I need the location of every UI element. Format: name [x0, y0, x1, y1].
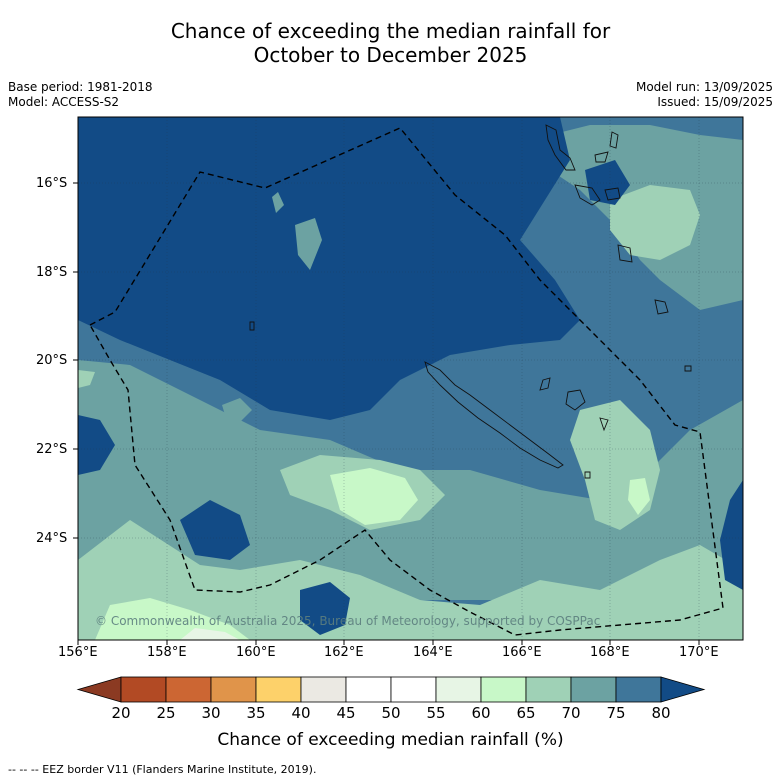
colorbar-label: 60 [471, 704, 491, 722]
model-run: Model run: 13/09/2025 [635, 80, 773, 94]
x-tick-label: 168°E [590, 645, 630, 660]
vanuatu-island-1 [545, 124, 576, 171]
map-frame [77, 116, 744, 641]
small-isle-2 [584, 471, 591, 479]
small-isle-1 [249, 321, 255, 331]
colorbar-segment [435, 676, 482, 703]
colorbar-segment [480, 676, 527, 703]
meta-left: Base period: 1981-2018 Model: ACCESS-S2 [8, 80, 153, 110]
eez-legend-note: -- -- -- EEZ border V11 (Flanders Marine… [8, 763, 317, 776]
region-65-70-northeast [610, 185, 700, 260]
vanuatu-island-4 [574, 184, 601, 206]
region-65-70-west [78, 370, 95, 388]
colorbar-segment [210, 676, 257, 703]
model-name: Model: ACCESS-S2 [8, 95, 120, 109]
colorbar-extend-low [76, 676, 122, 703]
colorbar-label: 65 [516, 704, 536, 722]
colorbar-label: 25 [156, 704, 176, 722]
x-tick-label: 158°E [147, 645, 187, 660]
tick-marks [73, 182, 700, 645]
colorbar-label: 75 [606, 704, 626, 722]
colorbar-label: 70 [561, 704, 581, 722]
vanuatu-island-6 [617, 244, 633, 263]
x-tick-label: 166°E [502, 645, 542, 660]
map-title: Chance of exceeding the median rainfall … [0, 19, 781, 67]
colorbar-title: Chance of exceeding median rainfall (%) [217, 730, 564, 750]
region-75-80-southwest [180, 500, 250, 560]
region-75-80-north [78, 117, 580, 420]
region-75-80-west [78, 415, 115, 475]
colorbar-segment [300, 676, 347, 703]
colorbar-label: 40 [291, 704, 311, 722]
colorbar-segment [570, 676, 617, 703]
region-60-65-bottom-left [95, 598, 250, 640]
colorbar-segment [615, 676, 662, 703]
region-70-75-blob-west [222, 398, 252, 422]
x-tick-label: 164°E [413, 645, 453, 660]
base-period: Base period: 1981-2018 [8, 80, 153, 94]
eez-border [89, 127, 724, 636]
landmasses [249, 124, 692, 479]
x-tick-label: 156°E [58, 645, 98, 660]
colorbar-label: 45 [336, 704, 356, 722]
issued-date: Issued: 15/09/2025 [657, 95, 773, 109]
colorbar-label: 55 [426, 704, 446, 722]
y-tick-label: 20°S [36, 353, 68, 368]
colorbar-extend-high [660, 676, 706, 703]
region-65-70-lower [78, 520, 743, 640]
colorbar-label: 35 [246, 704, 266, 722]
colorbar [76, 676, 706, 703]
meta-right: Model run: 13/09/2025 Issued: 15/09/2025 [636, 80, 773, 110]
colorbar-label: 50 [381, 704, 401, 722]
y-tick-label: 18°S [36, 265, 68, 280]
vanuatu-island-3 [609, 131, 619, 149]
region-light-bottom-left [180, 628, 240, 640]
colorbar-label: 30 [201, 704, 221, 722]
colorbar-segment [525, 676, 572, 703]
title-line-2: October to December 2025 [253, 43, 528, 67]
y-tick-label: 24°S [36, 531, 68, 546]
loyalty-island-3 [599, 417, 609, 432]
x-tick-label: 162°E [324, 645, 364, 660]
gridlines [78, 117, 743, 640]
region-60-65-central [330, 468, 418, 525]
new-caledonia-outline [424, 361, 564, 469]
x-tick-label: 160°E [236, 645, 276, 660]
copyright-notice: © Commonwealth of Australia 2025, Bureau… [95, 614, 601, 628]
x-tick-label: 170°E [679, 645, 719, 660]
region-75-80-south [300, 582, 350, 635]
region-60-65-southeast [628, 478, 650, 515]
y-tick-label: 22°S [36, 442, 68, 457]
y-tick-label: 16°S [36, 176, 68, 191]
colorbar-label: 80 [651, 704, 671, 722]
rainfall-probability-field [78, 117, 743, 640]
region-70-75-inlet [295, 218, 322, 270]
colorbar-label: 20 [111, 704, 131, 722]
loyalty-island-1 [539, 377, 551, 391]
colorbar-segment [120, 676, 167, 703]
colorbar-segment [345, 676, 392, 703]
colorbar-segment [390, 676, 437, 703]
colorbar-segment [255, 676, 302, 703]
small-isle-3 [684, 365, 692, 372]
vanuatu-island-2 [594, 151, 609, 163]
region-75-80-east-edge [720, 480, 743, 590]
colorbar-segment [165, 676, 212, 703]
vanuatu-island-5 [604, 187, 621, 201]
title-line-1: Chance of exceeding the median rainfall … [170, 19, 611, 43]
loyalty-island-2 [565, 389, 586, 411]
region-70-75-blob-north [272, 192, 284, 213]
vanuatu-island-7 [654, 299, 669, 315]
